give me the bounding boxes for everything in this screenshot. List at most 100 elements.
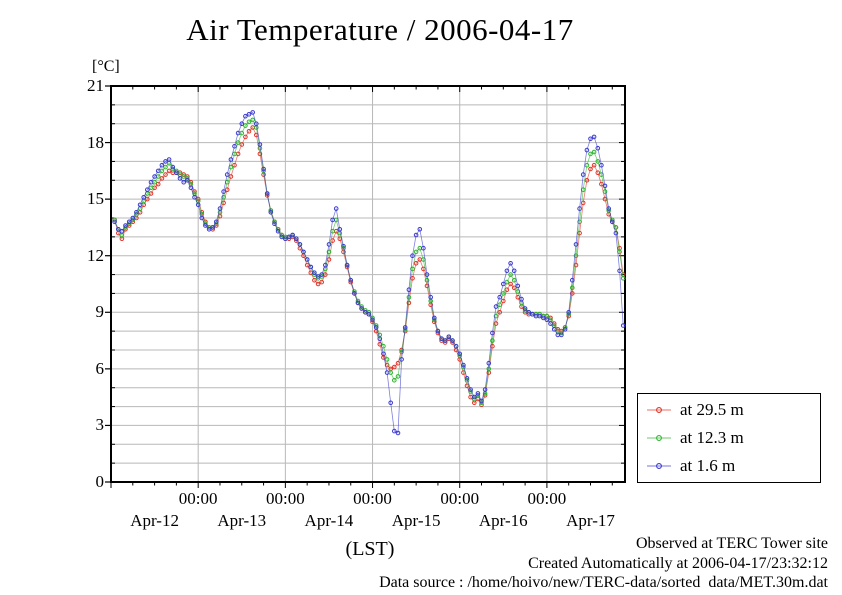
data-point [326,242,332,247]
data-point [337,227,343,232]
data-point [359,306,364,311]
data-point [243,113,248,119]
data-point [312,277,317,283]
data-point [188,185,194,191]
legend-marker-icon [647,463,671,469]
data-point [584,162,590,168]
legend-marker-icon [647,407,671,413]
x-date-label: Apr-13 [217,511,267,530]
data-point [599,162,604,168]
data-point [570,277,575,283]
x-tick-label: 00:00 [353,489,392,508]
data-point [486,360,492,366]
plot-frame [110,85,626,483]
data-point [148,179,154,185]
data-point [326,249,332,255]
data-point [384,370,390,375]
data-point [504,279,510,285]
legend-label: at 29.5 m [680,400,744,419]
x-date-label: Apr-16 [478,511,528,530]
data-point [482,387,488,392]
data-point [257,142,263,147]
data-point [170,164,176,170]
data-point [137,202,143,208]
data-point [573,242,579,247]
data-point [588,136,593,142]
data-point [573,253,579,258]
data-point [591,149,597,155]
data-point [402,325,408,330]
data-point [435,328,441,334]
data-point [304,257,310,262]
data-point [392,364,397,370]
data-point [275,228,281,234]
data-point [239,121,245,127]
data-point [493,304,499,309]
data-point [199,215,205,221]
data-point [432,315,437,321]
data-point [341,244,346,249]
data-point [511,285,517,291]
data-point [413,232,419,238]
data-point [399,357,404,362]
data-point [526,310,532,315]
data-point [620,323,626,328]
data-point [584,178,590,183]
x-tick-label: 00:00 [265,489,305,508]
footer-observed-at: Observed at TERC Tower site [635,535,828,552]
data-point [410,276,415,281]
data-point [595,145,601,151]
data-point [221,200,226,206]
data-point [602,183,608,189]
data-point [479,398,484,404]
data-point [217,206,223,211]
data-point [228,157,234,162]
data-point [450,338,455,343]
data-point [453,343,459,349]
data-point [366,311,372,317]
data-point [192,195,197,200]
data-point [319,272,324,277]
data-point [497,302,503,307]
data-point [166,168,172,174]
data-point [446,334,452,340]
data-point [399,349,404,355]
data-point [504,268,510,274]
x-tick-label: 00:00 [527,489,567,508]
data-point [181,179,186,185]
data-point [235,130,241,136]
data-point [508,261,513,266]
data-point [501,298,506,304]
data-point [424,277,430,283]
data-point [250,117,255,123]
data-point [348,277,353,283]
data-point [493,313,499,319]
data-point [508,272,513,277]
data-point [315,281,321,287]
data-point [610,219,615,225]
data-point [395,430,401,436]
temperature-chart [105,85,626,488]
data-point [373,325,379,330]
data-point [464,376,470,381]
data-point [497,294,503,300]
data-point [333,206,339,211]
data-point [511,277,517,283]
data-point [177,176,183,181]
data-point [301,249,306,255]
data-point [159,176,165,181]
data-point [145,196,150,202]
data-point [203,223,208,228]
y-tick-label: 15 [87,189,104,209]
data-point [112,219,117,225]
data-point [308,264,314,270]
data-point [195,202,201,208]
y-tick-label: 3 [95,415,105,435]
data-point [290,232,295,238]
data-point [119,228,125,234]
data-point [406,294,412,300]
data-point [319,279,324,285]
data-point [243,134,248,140]
data-point [381,351,386,357]
